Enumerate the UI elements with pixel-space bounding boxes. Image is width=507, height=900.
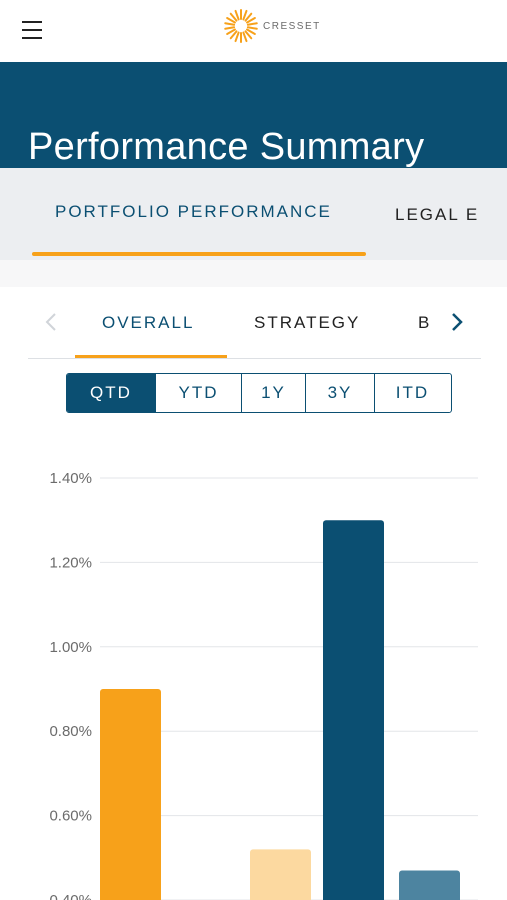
top-bar: CRESSET — [0, 0, 507, 62]
subtab-divider — [28, 358, 481, 359]
chevron-left-icon[interactable] — [44, 311, 58, 333]
period-ytd-button[interactable]: YTD — [155, 374, 241, 412]
period-selector: QTD YTD 1Y 3Y ITD — [66, 373, 452, 413]
main-tab-bar: PORTFOLIO PERFORMANCE LEGAL E — [0, 168, 507, 260]
active-tab-indicator — [32, 252, 366, 256]
chart-bar[interactable] — [399, 870, 460, 900]
y-tick-label: 1.20% — [49, 554, 92, 571]
period-qtd-button[interactable]: QTD — [67, 374, 155, 412]
chart-bar[interactable] — [100, 689, 161, 900]
subtab-overall[interactable]: OVERALL — [102, 313, 195, 332]
page-title: Performance Summary — [28, 126, 425, 168]
tab-legal-entity[interactable]: LEGAL E — [395, 205, 480, 224]
period-3y-button[interactable]: 3Y — [305, 374, 374, 412]
period-1y-button[interactable]: 1Y — [241, 374, 305, 412]
chart-bar[interactable] — [250, 849, 311, 900]
hamburger-menu-icon[interactable] — [22, 21, 42, 39]
y-tick-label: 0.40% — [49, 892, 92, 900]
tab-portfolio-performance[interactable]: PORTFOLIO PERFORMANCE — [55, 202, 332, 221]
sunburst-logo-icon — [224, 9, 258, 43]
y-tick-label: 0.60% — [49, 808, 92, 825]
cresset-logo: CRESSET — [223, 8, 321, 44]
chart-bar[interactable] — [323, 520, 384, 900]
performance-panel: OVERALL STRATEGY B QTD YTD 1Y 3Y ITD — [0, 287, 507, 900]
active-subtab-indicator — [75, 355, 227, 358]
hero-banner: Performance Summary — [0, 62, 507, 168]
period-itd-button[interactable]: ITD — [374, 374, 450, 412]
y-tick-label: 1.40% — [49, 470, 92, 487]
subtab-strategy[interactable]: STRATEGY — [254, 313, 361, 332]
logo-text: CRESSET — [263, 20, 321, 32]
chevron-right-icon[interactable] — [450, 311, 464, 333]
y-tick-label: 0.80% — [49, 723, 92, 740]
subtab-b[interactable]: B — [418, 313, 432, 332]
y-tick-label: 1.00% — [49, 639, 92, 656]
